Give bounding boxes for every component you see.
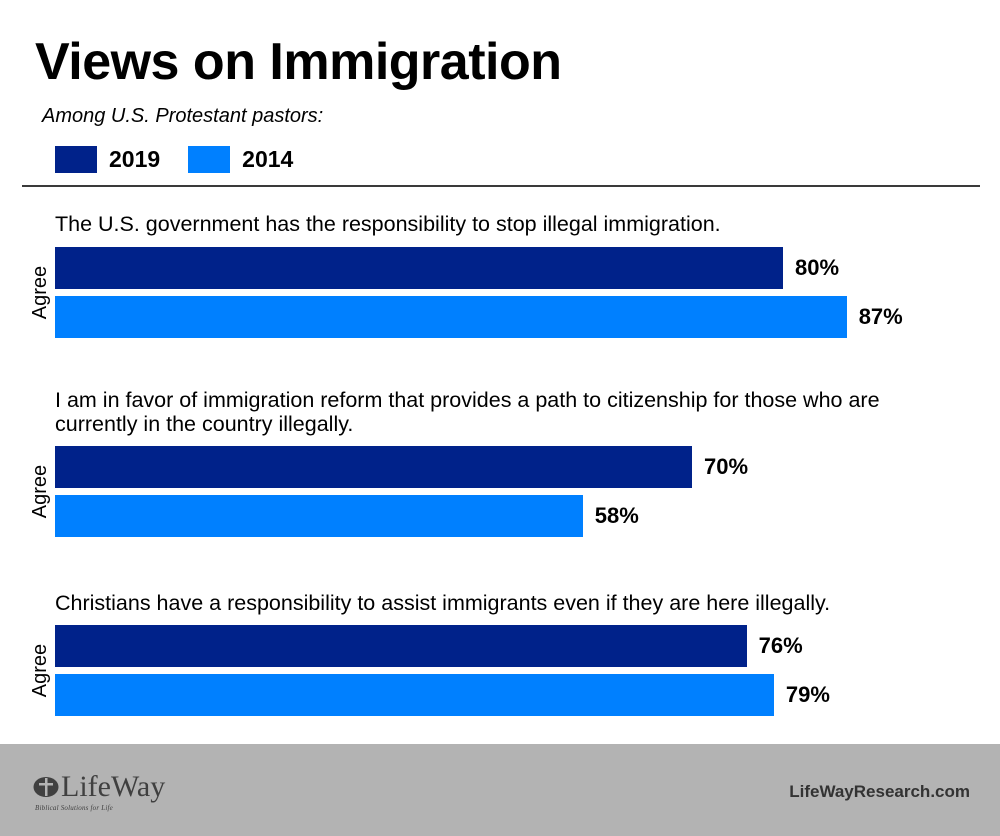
website-link[interactable]: LifeWayResearch.com [789, 782, 970, 801]
logo-name: LifeWay [61, 770, 166, 803]
value-label-2014-q2: 58% [594, 503, 639, 528]
footer: LifeWay Biblical Solutions for Life Life… [0, 744, 1000, 836]
legend-swatch-2014 [188, 146, 231, 173]
value-label-2019-q2: 70% [704, 454, 749, 479]
question-1: The U.S. government has the responsibili… [55, 212, 721, 236]
value-label-2019-q1: 80% [795, 255, 840, 280]
bar-2019-q1 [55, 247, 783, 289]
logo-tagline: Biblical Solutions for Life [35, 804, 113, 812]
agree-label-2: Agree [29, 464, 52, 519]
chart-title: Views on Immigration [35, 33, 562, 91]
value-label-2019-q3: 76% [758, 633, 803, 658]
legend-item-2019: 2019 [55, 146, 160, 173]
bar-2014-q2 [55, 495, 583, 537]
legend-item-2014: 2014 [188, 146, 293, 173]
lifeway-logo[interactable]: LifeWay [33, 772, 165, 802]
legend-swatch-2019 [55, 146, 97, 173]
legend: 2019 2014 [55, 146, 321, 173]
agree-label-3: Agree [29, 643, 52, 698]
question-2: I am in favor of immigration reform that… [55, 388, 880, 436]
bar-2019-q3 [55, 625, 747, 667]
legend-label-2014: 2014 [242, 146, 294, 172]
bar-2014-q3 [55, 674, 774, 716]
legend-label-2019: 2019 [109, 146, 161, 172]
bar-2019-q2 [55, 446, 692, 488]
header-divider [22, 185, 980, 187]
bar-2014-q1 [55, 296, 847, 338]
value-label-2014-q3: 79% [785, 682, 830, 707]
lifeway-logo-icon [33, 777, 59, 797]
value-label-2014-q1: 87% [858, 304, 903, 329]
question-3: Christians have a responsibility to assi… [55, 591, 831, 615]
agree-label-1: Agree [29, 265, 52, 320]
chart-subtitle: Among U.S. Protestant pastors: [42, 105, 324, 127]
